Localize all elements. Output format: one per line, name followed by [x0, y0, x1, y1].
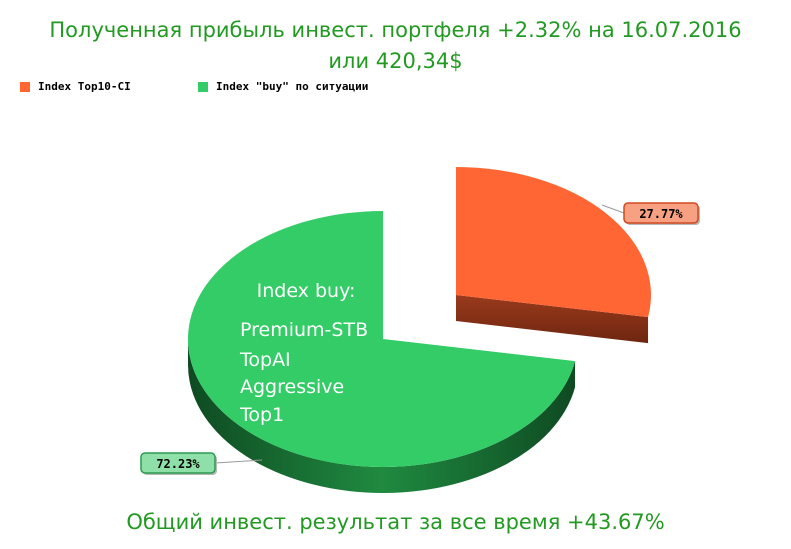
legend-item-top10[interactable]: Index Top10-CI	[20, 80, 131, 93]
data-label-top10: 27.77%	[639, 207, 683, 221]
pie-slice-top10-side	[456, 295, 649, 344]
data-label-top10-leader	[601, 204, 625, 214]
legend-label-buy: Index "buy" по ситуации	[216, 80, 369, 93]
legend-swatch-buy	[198, 81, 208, 92]
pie-slice-buy	[188, 211, 576, 467]
total-result-text: Общий инвест. результат за все время +43…	[126, 510, 665, 534]
pie-slice-top10	[456, 167, 651, 318]
pie-slice-buy-side	[188, 339, 576, 494]
data-label-buy: 72.23%	[156, 457, 200, 471]
pie-annotation-line: Index buy:	[257, 280, 356, 302]
pie-annotation-line: Premium-STB	[240, 319, 368, 341]
pie-annotation-line: Aggressive	[240, 376, 344, 398]
chart-title-line-1: Полученная прибыль инвест. портфеля +2.3…	[49, 18, 742, 42]
legend-item-buy[interactable]: Index "buy" по ситуации	[198, 80, 368, 93]
pie-annotation-line: Top1	[239, 404, 284, 426]
legend-label-top10: Index Top10-CI	[38, 80, 131, 93]
data-label-top10-box	[623, 202, 699, 224]
chart-title-line-2: или 420,34$	[328, 49, 463, 73]
data-label-buy-leader	[214, 459, 263, 464]
pie-annotation-line: TopAI	[239, 349, 291, 371]
data-label-buy-box	[140, 452, 216, 474]
legend-swatch-top10	[20, 81, 30, 92]
